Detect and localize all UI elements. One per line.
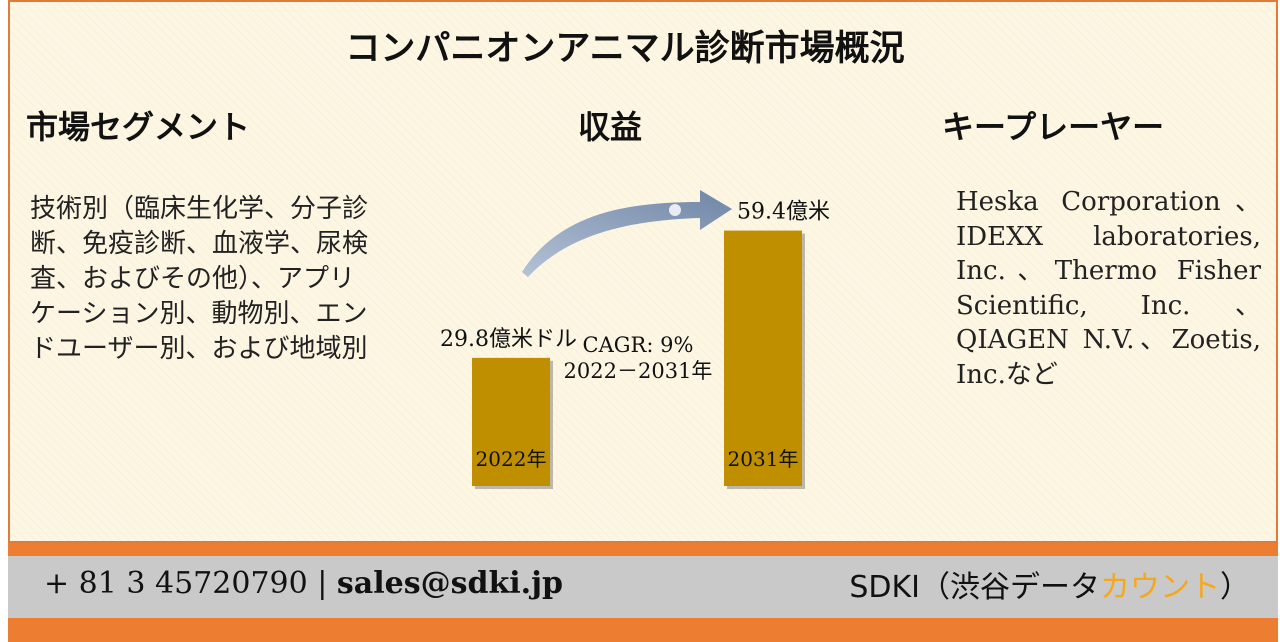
arrow-dot <box>669 204 681 216</box>
bar-0 <box>472 357 550 486</box>
contact-separator: | <box>317 566 328 601</box>
brand-name: SDKI（渋谷データカウント） <box>849 562 1250 606</box>
email-address[interactable]: sales@sdki.jp <box>336 566 563 601</box>
revenue-heading: 収益 <box>578 108 643 146</box>
value-label-0: 29.8億米ドル <box>440 327 577 352</box>
overview-panel: コンパニオンアニマル診断市場概況 市場セグメント 収益 キープレーヤー 技術別（… <box>8 0 1278 543</box>
cagr-period: 2022－2031年 <box>564 359 713 383</box>
growth-arrow <box>522 190 732 277</box>
brand-prefix: SDKI（渋谷データ <box>849 570 1100 605</box>
cagr-label: CAGR: 9% <box>583 333 694 357</box>
brand-accent: カウント <box>1100 570 1220 605</box>
value-label-1: 59.4億米ドル <box>737 200 830 225</box>
page-title: コンパニオンアニマル診断市場概況 <box>345 28 905 69</box>
contact-info: + 81 3 45720790 | sales@sdki.jp <box>44 566 563 601</box>
segments-heading: 市場セグメント <box>26 108 251 146</box>
players-text: Heska Corporation、IDEXX laboratories, In… <box>956 187 1261 390</box>
revenue-chart: 29.8億米ドル 2022年 59.4億米ドル 2031年 CAGR: 9% 2022… <box>440 190 830 489</box>
category-label-0: 2022年 <box>476 447 547 471</box>
brand-suffix: ） <box>1220 570 1250 605</box>
segments-text: 技術別（臨床生化学、分子診断、免疫診断、血液学、尿検査、およびその他）、アプリケ… <box>30 194 369 364</box>
footer-bar <box>8 556 1278 618</box>
category-label-1: 2031年 <box>728 447 799 471</box>
phone-number: + 81 3 45720790 <box>44 566 308 601</box>
bar-1 <box>724 230 802 486</box>
players-heading: キープレーヤー <box>942 108 1165 146</box>
